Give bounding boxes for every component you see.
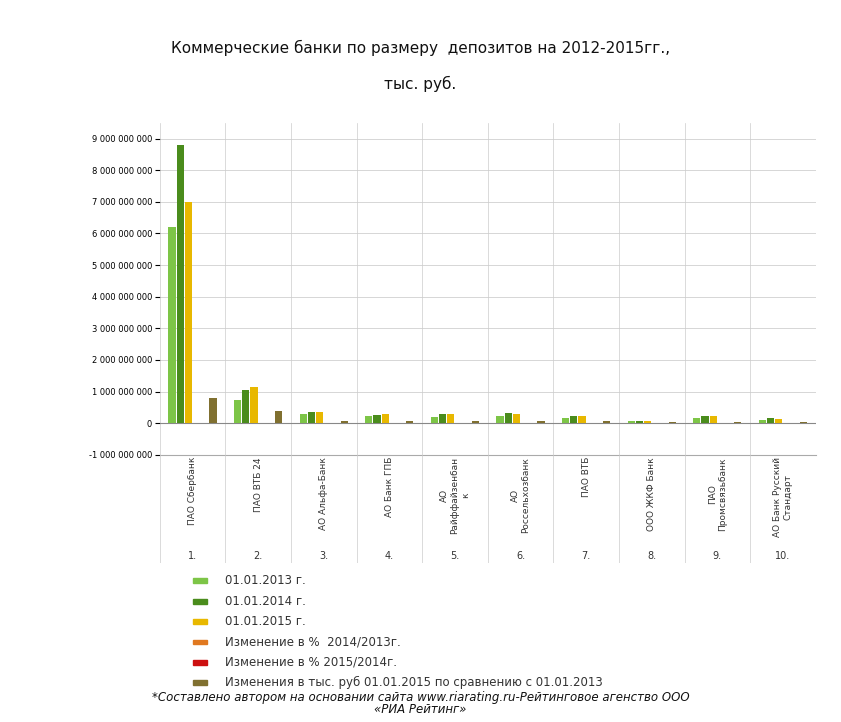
Text: Изменение в % 2015/2014г.: Изменение в % 2015/2014г. xyxy=(225,656,398,669)
Bar xyxy=(193,619,207,624)
Bar xyxy=(251,387,257,423)
Bar xyxy=(505,414,512,423)
Bar xyxy=(734,422,742,423)
Bar xyxy=(275,411,283,423)
Text: АО Банк Русский
Стандарт: АО Банк Русский Стандарт xyxy=(773,457,793,537)
Text: 10.: 10. xyxy=(775,551,791,561)
Bar xyxy=(800,422,807,423)
Bar xyxy=(701,417,709,423)
Bar xyxy=(669,422,676,423)
Bar xyxy=(775,419,782,423)
Bar xyxy=(693,418,701,423)
Bar xyxy=(316,412,323,423)
Bar xyxy=(308,412,315,423)
Text: ПАО
Промсвязьбанк: ПАО Промсвязьбанк xyxy=(707,457,727,531)
Text: ООО ЖКФ Банк: ООО ЖКФ Банк xyxy=(648,457,656,531)
Bar xyxy=(431,417,438,423)
Bar xyxy=(406,421,414,423)
Text: 1.: 1. xyxy=(188,551,197,561)
Text: 7.: 7. xyxy=(582,551,590,561)
Bar xyxy=(193,640,207,645)
Bar xyxy=(193,680,207,685)
Bar xyxy=(168,227,176,423)
Text: АО
Райффайзенбан
к: АО Райффайзенбан к xyxy=(440,457,470,534)
Bar xyxy=(767,418,775,423)
Text: 01.01.2013 г.: 01.01.2013 г. xyxy=(225,574,306,587)
Bar xyxy=(636,421,643,423)
Bar xyxy=(373,415,381,423)
Bar xyxy=(382,414,389,423)
Bar xyxy=(299,414,307,423)
Text: 9.: 9. xyxy=(713,551,722,561)
Bar xyxy=(603,422,611,423)
Text: ПАО ВТБ 24: ПАО ВТБ 24 xyxy=(254,457,262,511)
Bar xyxy=(177,145,184,423)
Text: 3.: 3. xyxy=(320,551,328,561)
Bar xyxy=(185,202,192,423)
Text: АО
Россельхозбанк: АО Россельхозбанк xyxy=(510,457,531,533)
Bar xyxy=(365,417,373,423)
Text: ПАО ВТБ: ПАО ВТБ xyxy=(582,457,590,497)
Bar xyxy=(209,398,217,423)
Text: АО Альфа-Банк: АО Альфа-Банк xyxy=(320,457,328,530)
Text: Коммерческие банки по размеру  депозитов на 2012-2015гг.,: Коммерческие банки по размеру депозитов … xyxy=(171,40,670,56)
Text: АО Банк ГПБ: АО Банк ГПБ xyxy=(385,457,394,518)
Bar xyxy=(562,417,569,423)
Bar xyxy=(627,422,635,423)
Text: тыс. руб.: тыс. руб. xyxy=(384,76,457,92)
Text: 5.: 5. xyxy=(451,551,459,561)
Text: 01.01.2015 г.: 01.01.2015 г. xyxy=(225,615,306,628)
Text: Изменения в тыс. руб 01.01.2015 по сравнению с 01.01.2013: Изменения в тыс. руб 01.01.2015 по сравн… xyxy=(225,677,603,690)
Bar xyxy=(193,578,207,583)
Text: «РИА Рейтинг»: «РИА Рейтинг» xyxy=(374,703,467,716)
Bar xyxy=(242,390,250,423)
Bar xyxy=(570,416,578,423)
Bar xyxy=(193,660,207,665)
Bar xyxy=(472,421,479,423)
Bar xyxy=(341,421,348,423)
Text: ПАО Сбербанк: ПАО Сбербанк xyxy=(188,457,197,526)
Bar xyxy=(579,416,585,423)
Bar xyxy=(644,420,651,423)
Bar xyxy=(439,414,447,423)
Bar xyxy=(537,422,545,423)
Text: 01.01.2014 г.: 01.01.2014 г. xyxy=(225,594,306,608)
Text: Изменение в %  2014/2013г.: Изменение в % 2014/2013г. xyxy=(225,635,401,648)
Bar xyxy=(710,417,717,423)
Bar xyxy=(759,419,766,423)
Text: 2.: 2. xyxy=(254,551,262,561)
Text: 8.: 8. xyxy=(648,551,656,561)
Bar xyxy=(234,399,241,423)
Text: 4.: 4. xyxy=(385,551,394,561)
Bar xyxy=(447,414,454,423)
Bar xyxy=(513,414,520,423)
Text: 6.: 6. xyxy=(516,551,525,561)
Bar xyxy=(193,599,207,604)
Text: *Составлено автором на основании сайта www.riarating.ru-Рейтинговое агенство ООО: *Составлено автором на основании сайта w… xyxy=(151,691,690,704)
Bar xyxy=(496,416,504,423)
